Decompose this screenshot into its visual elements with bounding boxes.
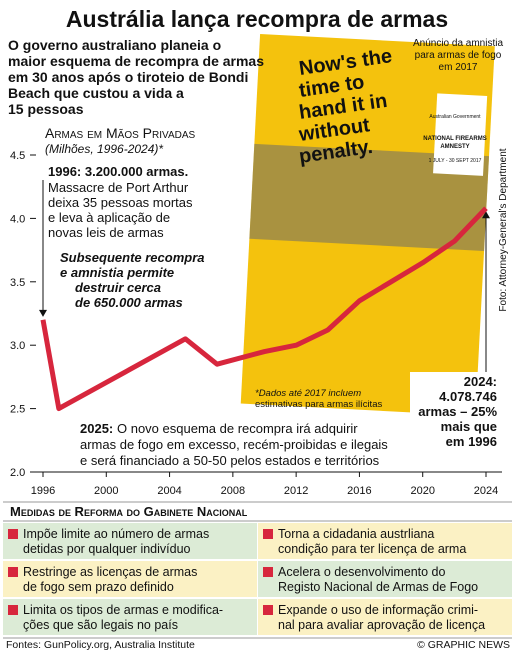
annotation-bg — [410, 372, 504, 448]
measure-text: Restringe as licenças de armas — [23, 565, 197, 579]
bullet — [263, 567, 273, 577]
annotation-bg — [45, 160, 205, 242]
poster-program: NATIONAL FIREARMS — [423, 136, 486, 142]
annotation-line: Subsequente recompra — [60, 250, 205, 265]
x-tick-label: 2004 — [157, 485, 181, 497]
annotation-line: Massacre de Port Arthur — [48, 180, 189, 195]
title: Austrália lança recompra de armas — [66, 6, 448, 32]
y-tick-label: 2.5 — [10, 404, 25, 416]
measure-text: ções que são legais no país — [23, 618, 178, 632]
poster — [240, 33, 495, 416]
x-tick-label: 2000 — [94, 485, 118, 497]
bullet — [8, 529, 18, 539]
annotation-line: e amnistia permite — [60, 265, 174, 280]
annotation-line: novas leis de armas — [48, 225, 164, 240]
measure-text: Torna a cidadania austrliana — [278, 527, 434, 541]
annotation-label: 2024: — [464, 374, 497, 389]
poster-panel — [433, 93, 488, 176]
x-tick-label: 2024 — [474, 485, 498, 497]
annotation-line: e será financiado a 50-50 pelos estados … — [80, 453, 380, 468]
measure-text: Impõe limite ao número de armas — [23, 527, 209, 541]
annotation-label: 1996: 3.200.000 armas. — [48, 164, 188, 179]
x-tick-label: 2008 — [221, 485, 245, 497]
chart-title: Armas em Mãos Privadas — [45, 125, 196, 141]
x-tick-label: 2012 — [284, 485, 308, 497]
intro-line: Beach que custou a vida a — [8, 85, 184, 101]
poster-caption: Anúncio da amnistia — [413, 38, 503, 49]
pointer-head — [39, 309, 47, 317]
y-tick-label: 3.5 — [10, 277, 25, 289]
sources: Fontes: GunPolicy.org, Australia Institu… — [6, 639, 195, 651]
bullet — [263, 605, 273, 615]
intro-line: em 30 anos após o tiroteio de Bondi — [8, 69, 248, 85]
annotation-line: 4.078.746 — [439, 389, 497, 404]
measure-text: Acelera o desenvolvimento do — [278, 565, 446, 579]
annotation-line: e leva à aplicação de — [48, 210, 170, 225]
intro-line: 15 pessoas — [8, 101, 84, 117]
measure-text: Registo Nacional de Armas de Fogo — [278, 580, 478, 594]
footnote: *Dados até 2017 incluem — [255, 388, 361, 399]
poster-caption: em 2017 — [439, 62, 478, 73]
annotation-line: armas – 25% — [418, 404, 497, 419]
x-tick-label: 2016 — [347, 485, 371, 497]
measure-box — [258, 561, 512, 597]
measure-text: nal para avaliar aprovação de licença — [278, 618, 485, 632]
measures-title: Medidas de Reforma do Gabinete Nacional — [10, 504, 248, 519]
measure-text: de fogo sem prazo definido — [23, 580, 174, 594]
poster-program: AMNESTY — [440, 144, 469, 150]
annotation-bg — [78, 418, 408, 470]
x-tick-label: 2020 — [410, 485, 434, 497]
photo-credit: Foto: Attorney-General's Department — [498, 148, 509, 311]
measure-text: detidas por qualquer indivíduo — [23, 542, 191, 556]
measure-text: Limita os tipos de armas e modifica- — [23, 603, 223, 617]
data-line — [40, 206, 488, 412]
x-tick-label: 1996 — [31, 485, 55, 497]
measure-box — [3, 599, 257, 635]
y-tick-label: 4.5 — [10, 150, 25, 162]
poster-agency: Australian Government — [429, 114, 481, 120]
intro-line: maior esquema de recompra de armas — [8, 53, 264, 69]
y-tick-label: 3.0 — [10, 340, 25, 352]
annotation-line: destruir cerca — [75, 280, 161, 295]
pointer-head — [482, 211, 490, 219]
poster-photo — [249, 143, 490, 251]
measure-box — [258, 599, 512, 635]
poster-caption: para armas de fogo — [415, 50, 502, 61]
y-tick-label: 2.0 — [10, 467, 25, 479]
measure-box — [3, 561, 257, 597]
measure-box — [3, 523, 257, 559]
intro-line: O governo australiano planeia o — [8, 37, 221, 53]
chart-subtitle: (Milhões, 1996-2024)* — [45, 142, 163, 156]
bullet — [263, 529, 273, 539]
annotation-line: armas de fogo em excesso, recém-proibida… — [80, 437, 388, 452]
bullet — [8, 605, 18, 615]
annotation-line: deixa 35 pessoas mortas — [48, 195, 193, 210]
measure-box — [258, 523, 512, 559]
measure-text: Expande o uso de informação crimi- — [278, 603, 478, 617]
annotation-line: O novo esquema de recompra irá adquirir — [117, 421, 358, 436]
credit: © GRAPHIC NEWS — [417, 639, 510, 651]
annotation-label: 2025: — [80, 421, 113, 436]
bullet — [8, 567, 18, 577]
measure-text: condição para ter licença de arma — [278, 542, 466, 556]
poster-dates: 1 JULY - 30 SEPT 2017 — [429, 158, 482, 164]
annotation-line: de 650.000 armas — [75, 295, 183, 310]
y-tick-label: 4.0 — [10, 213, 25, 225]
annotation-line: mais que — [441, 419, 497, 434]
annotation-line: em 1996 — [446, 434, 497, 449]
footnote: estimativas para armas ilícitas — [255, 399, 382, 410]
